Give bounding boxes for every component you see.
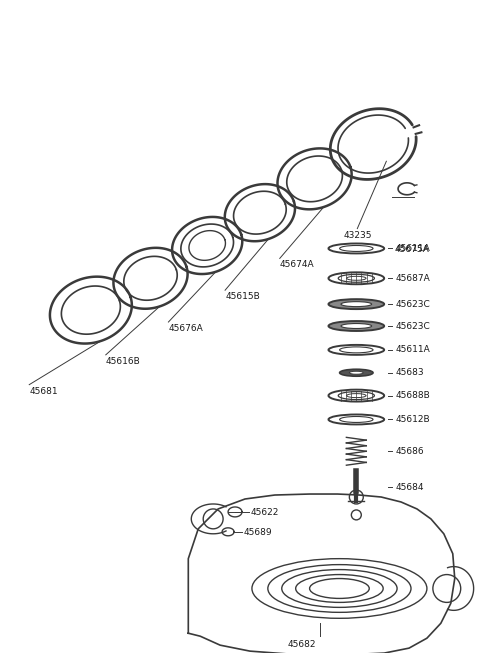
Text: 45674A: 45674A	[280, 261, 314, 269]
Text: 45622: 45622	[251, 508, 279, 517]
Ellipse shape	[328, 299, 384, 309]
Text: 45615B: 45615B	[225, 292, 260, 301]
Text: 45675A: 45675A	[394, 246, 429, 255]
Ellipse shape	[347, 394, 366, 398]
Ellipse shape	[328, 321, 384, 331]
Text: 45689: 45689	[244, 528, 273, 537]
Text: 45611A: 45611A	[395, 345, 430, 354]
Ellipse shape	[340, 417, 373, 422]
Text: 45684: 45684	[395, 483, 423, 491]
Ellipse shape	[341, 302, 372, 307]
Text: 45612B: 45612B	[395, 415, 430, 424]
Ellipse shape	[347, 276, 366, 280]
Text: 45676A: 45676A	[168, 324, 203, 333]
Text: 45688B: 45688B	[395, 391, 430, 400]
Text: 45616B: 45616B	[106, 357, 141, 366]
Ellipse shape	[349, 371, 363, 374]
Text: 45686: 45686	[395, 447, 424, 456]
Ellipse shape	[340, 347, 373, 353]
Text: 45682: 45682	[288, 640, 316, 649]
Ellipse shape	[340, 246, 373, 252]
Text: 45681: 45681	[29, 386, 58, 396]
Text: 45611A: 45611A	[395, 244, 430, 253]
Text: 45687A: 45687A	[395, 274, 430, 283]
Text: 43235: 43235	[343, 231, 372, 240]
Ellipse shape	[340, 369, 373, 376]
Text: 45623C: 45623C	[395, 322, 430, 331]
Circle shape	[351, 510, 361, 520]
Circle shape	[349, 490, 363, 504]
Text: 45623C: 45623C	[395, 299, 430, 309]
Text: 45683: 45683	[395, 368, 424, 377]
Ellipse shape	[341, 324, 372, 329]
